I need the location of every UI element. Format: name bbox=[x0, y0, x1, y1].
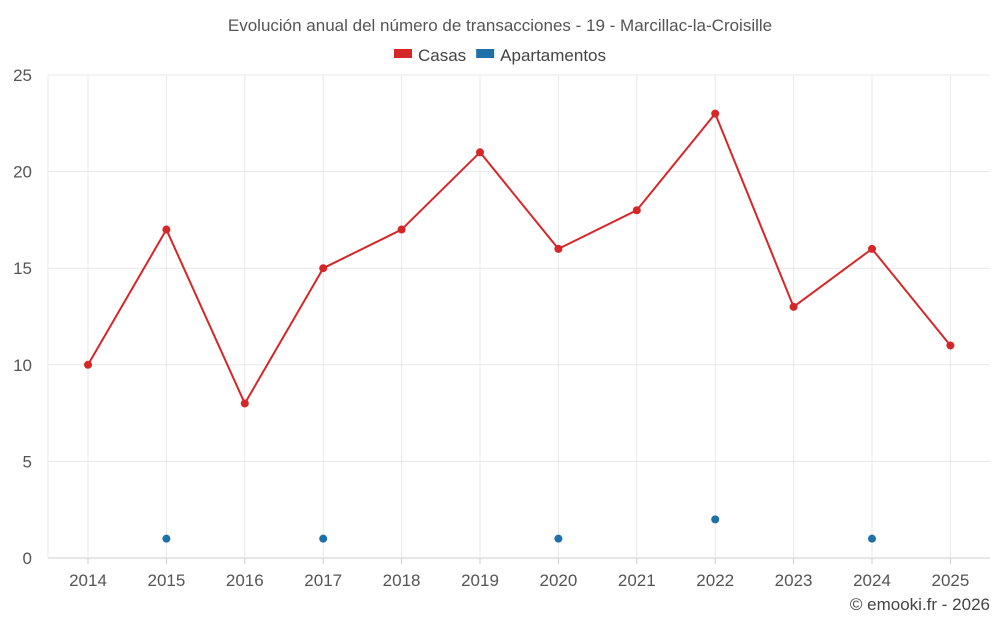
x-tick-label: 2023 bbox=[775, 571, 813, 590]
x-tick-label: 2025 bbox=[931, 571, 969, 590]
data-point[interactable] bbox=[868, 244, 876, 253]
data-point[interactable] bbox=[946, 341, 955, 350]
legend-swatch bbox=[476, 49, 495, 58]
x-tick-label: 2015 bbox=[147, 571, 185, 590]
y-tick-label: 15 bbox=[13, 259, 32, 278]
x-tick-label: 2021 bbox=[618, 571, 656, 590]
x-tick-label: 2019 bbox=[461, 571, 499, 590]
legend-swatch bbox=[393, 49, 412, 58]
y-tick-label: 5 bbox=[23, 452, 32, 471]
data-point[interactable] bbox=[319, 264, 328, 273]
series-casas bbox=[84, 109, 955, 408]
legend: Casas Apartamentos bbox=[393, 46, 606, 65]
x-tick-label: 2014 bbox=[69, 571, 107, 590]
y-tick-label: 0 bbox=[23, 549, 32, 568]
data-point[interactable] bbox=[319, 534, 328, 543]
data-point[interactable] bbox=[554, 244, 563, 253]
series bbox=[84, 109, 955, 543]
x-tick-label: 2017 bbox=[304, 571, 342, 590]
data-point[interactable] bbox=[84, 360, 92, 369]
series-line bbox=[87, 112, 952, 405]
data-point[interactable] bbox=[162, 534, 171, 543]
data-point[interactable] bbox=[476, 148, 484, 157]
data-point[interactable] bbox=[240, 399, 249, 408]
y-tick-label: 20 bbox=[13, 163, 32, 182]
data-point[interactable] bbox=[711, 109, 720, 118]
y-tick-label: 10 bbox=[13, 356, 32, 375]
data-point[interactable] bbox=[632, 206, 641, 215]
legend-item-casas[interactable]: Casas bbox=[393, 46, 466, 65]
credit-text: © emooki.fr - 2026 bbox=[850, 595, 990, 614]
data-point[interactable] bbox=[711, 515, 720, 524]
x-tick-label: 2022 bbox=[696, 571, 734, 590]
data-point[interactable] bbox=[397, 225, 406, 234]
data-point[interactable] bbox=[789, 302, 798, 311]
x-tick-label: 2024 bbox=[853, 571, 891, 590]
legend-label: Casas bbox=[418, 46, 466, 65]
chart-title: Evolución anual del número de transaccio… bbox=[228, 16, 772, 35]
x-tick-label: 2020 bbox=[539, 571, 577, 590]
x-axis-ticks: 2014 2015 2016 2017 2018 2019 2020 2021 2022 2023… bbox=[69, 558, 969, 590]
data-point[interactable] bbox=[554, 534, 563, 543]
y-axis-ticks: 0 5 10 15 20 25 bbox=[13, 66, 32, 568]
x-tick-label: 2016 bbox=[226, 571, 264, 590]
series-apartamentos bbox=[162, 515, 876, 543]
y-tick-label: 25 bbox=[13, 66, 32, 85]
data-point[interactable] bbox=[162, 225, 171, 234]
x-tick-label: 2018 bbox=[383, 571, 421, 590]
legend-item-apartamentos[interactable]: Apartamentos bbox=[476, 46, 606, 65]
data-point[interactable] bbox=[868, 534, 876, 543]
legend-label: Apartamentos bbox=[500, 46, 606, 65]
grid bbox=[47, 74, 990, 559]
